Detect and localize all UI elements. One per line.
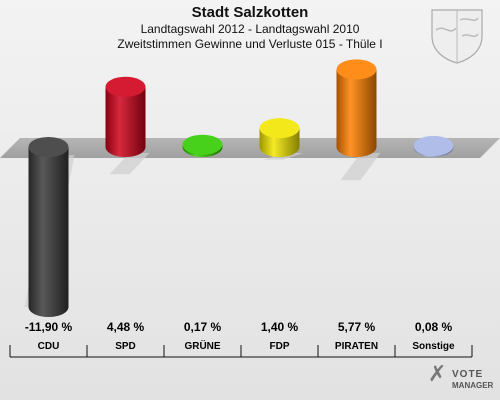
value-label-grüne: 0,17 % [184,320,222,334]
logo-text-1: VOTE [452,369,484,380]
chart-subtitle-2: Zweitstimmen Gewinne und Verluste 015 - … [117,37,383,51]
category-label-sonstige: Sonstige [412,341,455,352]
bar-sonstige [413,135,454,157]
chart-subtitle-1: Landtagswahl 2012 - Landtagswahl 2010 [140,22,360,36]
value-label-cdu: -11,90 % [25,320,73,334]
coat-of-arms-icon [431,9,483,64]
bar-spd [105,76,146,157]
bar-grüne [182,134,223,157]
category-label-grüne: GRÜNE [184,339,220,352]
bar-cdu [28,137,69,317]
bar-piraten [336,59,377,157]
bar-fdp [259,118,300,157]
logo-text-2: MANAGER [452,381,494,390]
value-label-spd: 4,48 % [107,320,145,334]
category-label-piraten: PIRATEN [335,341,378,352]
chart-title: Stadt Salzkotten [191,4,309,21]
value-label-sonstige: 0,08 % [415,320,453,334]
category-label-cdu: CDU [38,341,60,352]
bar-shadow-piraten [340,153,381,181]
value-label-piraten: 5,77 % [338,320,376,334]
value-label-fdp: 1,40 % [261,320,299,334]
category-label-spd: SPD [115,341,136,352]
category-label-fdp: FDP [270,341,290,352]
bar-shadow-spd [109,153,150,175]
